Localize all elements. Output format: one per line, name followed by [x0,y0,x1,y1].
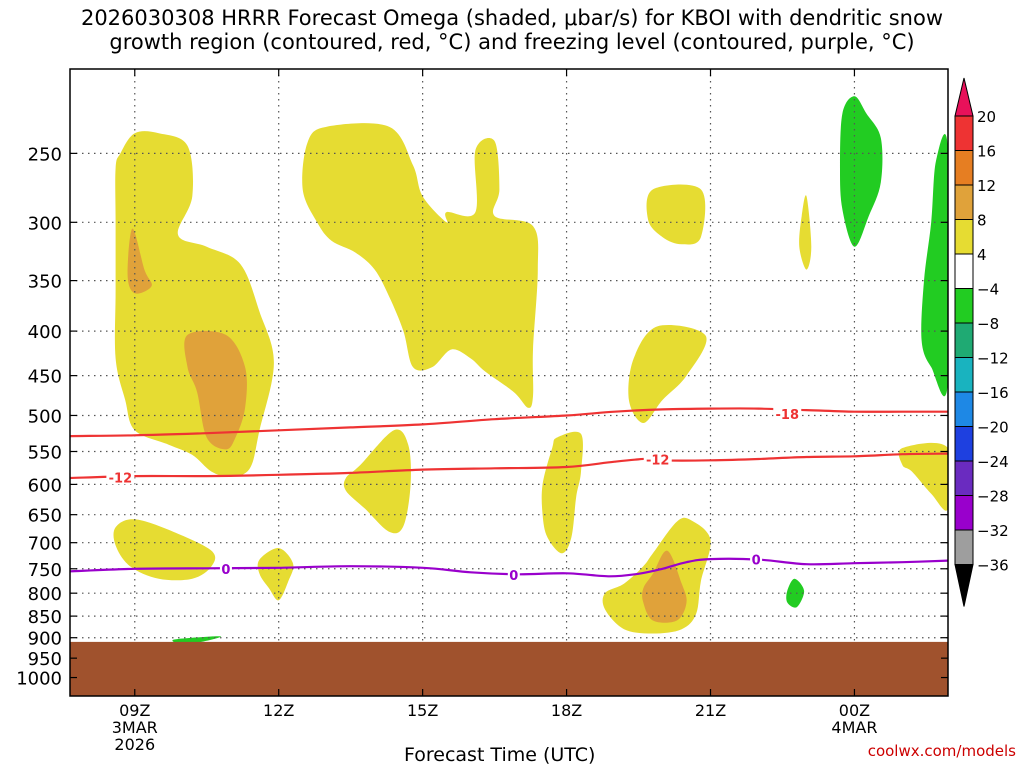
xtick-label-21Z-0: 21Z [695,701,726,720]
colorbar-box-6 [954,322,974,358]
ytick-label-900: 900 [28,629,62,650]
colorbar-label-12: −32 [977,522,1009,540]
omega-region-green-2330z-upper [840,96,883,247]
terrain [70,641,948,696]
omega-region-orange-20z-blob [642,550,687,623]
ytick-label-850: 850 [28,607,62,628]
axes: 2503003504004505005506006507007508008509… [16,68,949,754]
colorbar-box-12 [954,529,974,565]
ytick-label-650: 650 [28,506,62,527]
colorbar-label-7: −12 [977,350,1009,368]
xtick-label-00Z-0: 00Z [839,701,870,720]
contour-label-bg-0 [773,406,802,421]
colorbar-label-0: 20 [977,108,996,126]
contour-line-0 [70,407,948,438]
ytick-label-800: 800 [28,584,62,605]
xtick-label-09Z-1: 3MAR [112,718,158,737]
omega-region-yellow-300mb-21z [646,184,706,245]
colorbar-box-1 [954,150,974,186]
xtick-label-15Z-0: 15Z [407,701,438,720]
colorbar-box-3 [954,219,974,255]
omega-region-yellow-09z-column [114,131,274,477]
colorbar: 20 16 12 8 4 −4 −8 −12 −16 −20 −24 −28 −32 −36 [954,77,1009,607]
ytick-label-950: 950 [28,649,62,670]
ytick-label-1000: 1000 [16,669,62,690]
omega-region-yellow-right-edge-blob [898,442,948,511]
omega-region-orange-mid-blob [184,330,247,450]
ytick-label-550: 550 [28,443,62,464]
colorbar-label-2: 12 [977,177,996,195]
colorbar-top-triangle [954,77,974,117]
colorbar-box-11 [954,495,974,531]
colorbar-label-10: −24 [977,453,1009,471]
colorbar-bottom-triangle [954,564,974,607]
colorbar-box-7 [954,357,974,393]
colorbar-label-13: −36 [977,557,1009,575]
colorbar-box-10 [954,460,974,496]
colorbar-label-6: −8 [977,315,999,333]
ytick-label-250: 250 [28,144,62,165]
ytick-label-750: 750 [28,560,62,581]
contour-label-bg-1 [106,470,135,485]
plot-area: -18 -12 -12 0 0 0 [70,69,948,696]
colorbar-label-3: 8 [977,212,987,230]
colorbar-box-8 [954,391,974,427]
contour-line-1 [70,452,948,480]
contour-label-bg-3 [219,561,232,576]
contour-label-3: 0 [221,563,230,578]
ytick-label-400: 400 [28,322,62,343]
colorbar-label-4: 4 [977,246,987,264]
ytick-label-350: 350 [28,272,62,293]
chart-title: 2026030308 HRRR Forecast Omega (shaded, … [0,6,1024,54]
xtick-label-09Z-0: 09Z [119,701,150,720]
title-line-2: growth region (contoured, red, °C) and f… [109,30,915,54]
colorbar-label-1: 16 [977,143,996,161]
contour-label-5: 0 [752,554,761,569]
contour-label-0: -18 [776,408,800,423]
ytick-label-450: 450 [28,367,62,388]
contour-label-bg-5 [750,552,763,567]
colorbar-label-11: −28 [977,488,1009,506]
ytick-label-500: 500 [28,406,62,427]
xtick-label-09Z-2: 2026 [114,735,155,754]
omega-region-yellow-2330z-sliver [799,195,812,270]
plot-frame [69,68,949,697]
omega-region-yellow-13z-16z-blob [302,123,539,408]
credit-link[interactable]: coolwx.com/models [867,742,1016,760]
contour-label-bg-2 [643,452,672,467]
colorbar-label-8: −16 [977,384,1009,402]
contour-label-2: -12 [646,454,670,469]
ytick-label-300: 300 [28,213,62,234]
omega-region-green-22z-small [786,578,805,608]
xtick-label-18Z-0: 18Z [551,701,582,720]
colorbar-box-5 [954,288,974,324]
colorbar-label-5: −4 [977,281,999,299]
omega-region-yellow-450mb-20z [628,325,707,423]
omega-region-orange-upper-spot [127,228,152,294]
contour-label-4: 0 [509,569,518,584]
colorbar-label-9: −20 [977,419,1009,437]
xtick-label-00Z-1: 4MAR [831,718,877,737]
contour-line-2 [70,557,948,578]
plot-clip-group: -18 -12 -12 0 0 0 [70,69,948,696]
contour-label-bg-4 [507,567,520,582]
omega-region-yellow-14z-low-blob [343,429,411,534]
omega-region-yellow-09z-low-blob [113,519,216,581]
ytick-label-700: 700 [28,534,62,555]
colorbar-box-4 [954,253,974,289]
omega-region-yellow-18z-blob [541,431,583,554]
colorbar-box-0 [954,115,974,151]
colorbar-box-9 [954,426,974,462]
colorbar-box-2 [954,184,974,220]
omega-region-yellow-12z-small-blob [257,548,294,601]
omega-region-green-right-edge [921,134,948,397]
contour-label-1: -12 [109,471,133,486]
xtick-label-12Z-0: 12Z [263,701,294,720]
ytick-label-600: 600 [28,475,62,496]
x-axis-label: Forecast Time (UTC) [404,744,596,766]
title-line-1: 2026030308 HRRR Forecast Omega (shaded, … [80,6,944,30]
